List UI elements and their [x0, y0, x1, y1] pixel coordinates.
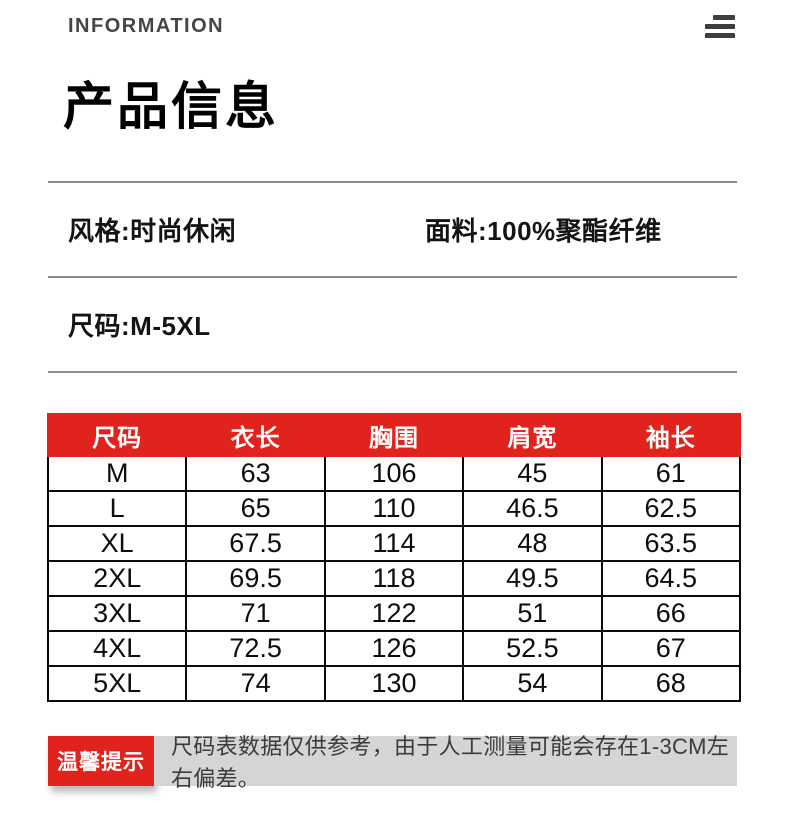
- size-table-cell: 122: [323, 595, 465, 632]
- brand-label: INFORMATION: [68, 14, 225, 37]
- size-table-cell: 68: [600, 665, 742, 702]
- fabric-spec: 面料:100%聚酯纤维: [425, 216, 662, 246]
- size-table-cell: 66: [600, 595, 742, 632]
- style-spec: 风格:时尚休闲: [68, 216, 237, 246]
- size-table-row: XL 67.5 114 48 63.5: [46, 525, 742, 562]
- size-table-cell: 106: [323, 455, 465, 492]
- size-table-cell: L: [46, 490, 188, 527]
- size-table-row: 5XL 74 130 54 68: [46, 665, 742, 702]
- divider-middle: [48, 276, 737, 278]
- spec-row-size-range: 尺码:M-5XL: [48, 278, 737, 371]
- divider-bottom: [48, 371, 737, 373]
- size-table-header-cell: 尺码: [46, 413, 188, 457]
- size-table-header-cell: 袖长: [600, 413, 742, 457]
- size-table-cell: M: [46, 455, 188, 492]
- size-table-header-cell: 肩宽: [462, 413, 603, 457]
- size-table-cell: 114: [323, 525, 465, 562]
- size-table-row: 3XL 71 122 51 66: [46, 595, 742, 632]
- size-table-cell: 74: [185, 665, 326, 702]
- size-table-cell: 46.5: [462, 490, 603, 527]
- size-table-cell: 4XL: [46, 630, 188, 667]
- size-table-cell: 62.5: [600, 490, 742, 527]
- size-range-spec: 尺码:M-5XL: [68, 311, 211, 341]
- size-table-body: M 63 106 45 61 L 65 110 46.5 62.5 XL 67.5 114 48 63.5 2…: [46, 455, 742, 702]
- spec-row-style-fabric: 风格:时尚休闲 面料:100%聚酯纤维: [48, 183, 737, 276]
- size-chart-table: 尺码 衣长 胸围 肩宽 袖长 M 63 106 45 61 L 65 110 46.5 62.5 XL 67.…: [46, 413, 742, 702]
- top-bar: INFORMATION: [48, 13, 737, 39]
- size-table-cell: 48: [462, 525, 603, 562]
- hamburger-menu-icon[interactable]: [705, 14, 735, 38]
- size-table-head-row: 尺码 衣长 胸围 肩宽 袖长: [46, 413, 742, 457]
- size-table-cell: 130: [323, 665, 465, 702]
- tip-bar: 温馨提示 尺码表数据仅供参考，由于人工测量可能会存在1-3CM左右偏差。: [48, 734, 737, 791]
- tip-note: 尺码表数据仅供参考，由于人工测量可能会存在1-3CM左右偏差。: [154, 734, 737, 791]
- size-table-cell: 69.5: [185, 560, 326, 597]
- size-table-row: M 63 106 45 61: [46, 455, 742, 492]
- size-table-cell: 63: [185, 455, 326, 492]
- menu-bar-middle: [705, 23, 735, 29]
- menu-bar-top: [713, 14, 735, 20]
- size-table-cell: 67.5: [185, 525, 326, 562]
- size-table-row: 2XL 69.5 118 49.5 64.5: [46, 560, 742, 597]
- size-table-cell: 54: [462, 665, 603, 702]
- menu-bar-bottom: [705, 32, 735, 38]
- size-table-cell: 61: [600, 455, 742, 492]
- size-table-cell: 45: [462, 455, 603, 492]
- size-table-cell: 72.5: [185, 630, 326, 667]
- size-table-cell: 51: [462, 595, 603, 632]
- size-table-cell: 2XL: [46, 560, 188, 597]
- size-table-header-cell: 衣长: [185, 413, 326, 457]
- size-table-cell: 63.5: [600, 525, 742, 562]
- size-table-cell: 64.5: [600, 560, 742, 597]
- size-table-row: 4XL 72.5 126 52.5 67: [46, 630, 742, 667]
- divider-top: [48, 181, 737, 183]
- size-table-cell: 126: [323, 630, 465, 667]
- size-table-cell: 3XL: [46, 595, 188, 632]
- size-table-cell: 65: [185, 490, 326, 527]
- size-table-cell: XL: [46, 525, 188, 562]
- size-table-cell: 5XL: [46, 665, 188, 702]
- size-table-cell: 52.5: [462, 630, 603, 667]
- size-table-header-cell: 胸围: [323, 413, 465, 457]
- size-table-cell: 49.5: [462, 560, 603, 597]
- size-table-cell: 71: [185, 595, 326, 632]
- page-title: 产品信息: [63, 78, 280, 135]
- tip-badge: 温馨提示: [48, 736, 154, 786]
- size-table-cell: 118: [323, 560, 465, 597]
- size-table-row: L 65 110 46.5 62.5: [46, 490, 742, 527]
- size-table-cell: 67: [600, 630, 742, 667]
- size-table-cell: 110: [323, 490, 465, 527]
